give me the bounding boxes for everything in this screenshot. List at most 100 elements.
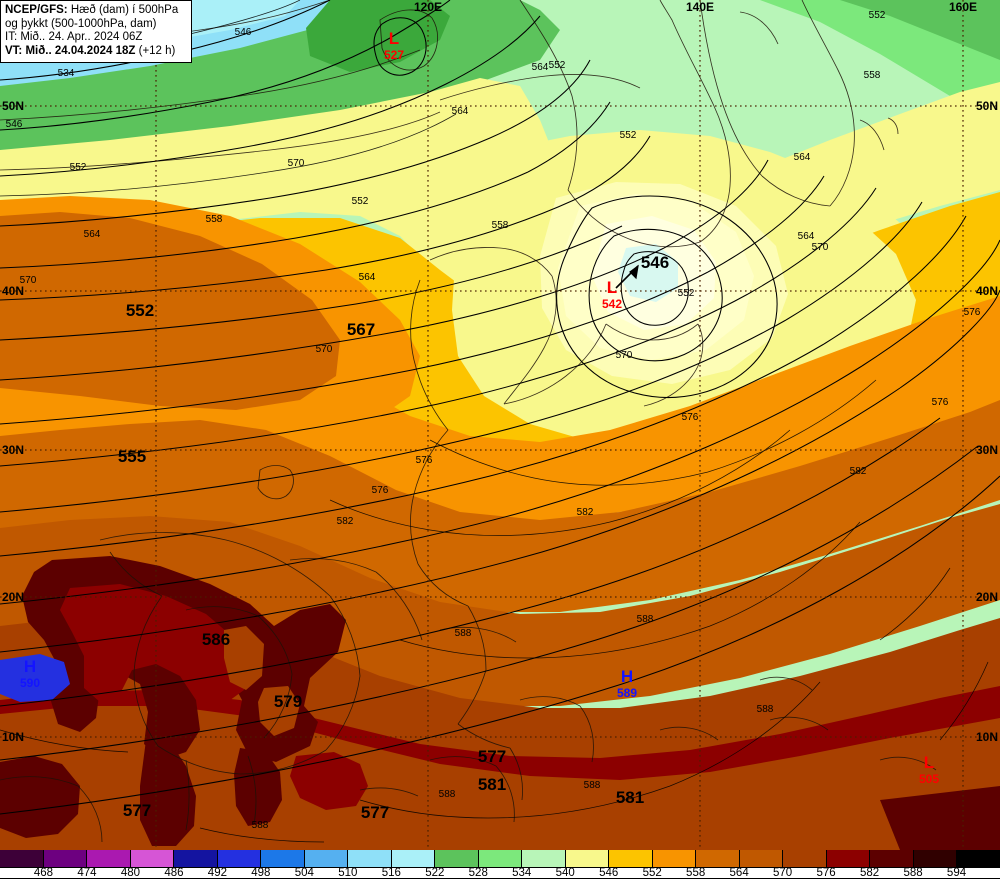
colorbar-swatch bbox=[957, 850, 1000, 867]
colorbar-swatch bbox=[478, 850, 523, 867]
colorbar-tick-label: 594 bbox=[946, 867, 967, 879]
colorbar-tick-label: 552 bbox=[642, 867, 662, 879]
contour-label: 582 bbox=[337, 516, 354, 527]
height-contours bbox=[0, 0, 1000, 815]
contour-label: 588 bbox=[455, 628, 472, 639]
map-info-box: NCEP/GFS: Hæð (dam) í 500hPa og þykkt (5… bbox=[0, 0, 192, 63]
contour-label: 552 bbox=[70, 162, 87, 173]
graticule bbox=[0, 0, 1000, 850]
thickness-label: 586 bbox=[202, 630, 230, 649]
pressure-center-value: 527 bbox=[384, 48, 404, 62]
colorbar-swatch bbox=[783, 850, 827, 867]
colorbar-swatch bbox=[348, 850, 392, 867]
colorbar-tick-label: 480 bbox=[120, 867, 141, 879]
colorbar[interactable]: 468 474 480 486 492 498 504 510 516 522 528 534 540 5… bbox=[0, 850, 1000, 879]
colorbar-tick-label: 576 bbox=[816, 867, 836, 879]
colorbar-swatch bbox=[609, 850, 653, 867]
fill-576-blob bbox=[60, 584, 250, 706]
pressure-center-value: 542 bbox=[602, 297, 622, 311]
colorbar-tick-label: 522 bbox=[425, 867, 445, 879]
colorbar-ticks: 468 474 480 486 492 498 504 510 516 522 528 534 540 5… bbox=[0, 867, 1000, 879]
thickness-label: 581 bbox=[616, 788, 644, 807]
contour-label-layer: 5345465465525525525525525525585585585645… bbox=[6, 10, 981, 831]
fill-528-ne bbox=[840, 0, 1000, 60]
pressure-center-symbol-L: L bbox=[924, 753, 934, 772]
pressure-center-value: 589 bbox=[617, 686, 637, 700]
contour-label: 570 bbox=[316, 344, 333, 355]
colorbar-tick-label: 534 bbox=[512, 867, 532, 879]
colorbar-tick-label: 468 bbox=[33, 867, 54, 879]
thickness-label: 581 bbox=[478, 775, 506, 794]
graticule-label-layer: 50N 50N 40N 40N 30N 30N 20N 20N 10N 10N 120E 140E 16… bbox=[2, 0, 998, 744]
contour-label: 552 bbox=[352, 196, 369, 207]
contour-label: 564 bbox=[798, 231, 815, 242]
fill-582-tail bbox=[140, 740, 196, 846]
thickness-label: 577 bbox=[123, 801, 151, 820]
latitude-label: 10N bbox=[2, 730, 24, 744]
colorbar-tick-label: 546 bbox=[599, 867, 619, 879]
latitude-label: 40N bbox=[976, 284, 998, 298]
colorbar-tick-label: 582 bbox=[859, 867, 880, 879]
colorbar-swatch bbox=[696, 850, 740, 867]
colorbar-swatch bbox=[261, 850, 305, 867]
contour-label: 552 bbox=[869, 10, 886, 21]
low-center-contours bbox=[556, 195, 778, 398]
map-canvas: 5345465465525525525525525525585585585645… bbox=[0, 0, 1000, 850]
colorbar-tick-label: 486 bbox=[164, 867, 184, 879]
contour-label: 576 bbox=[964, 307, 981, 318]
colorbar-swatch bbox=[739, 850, 784, 867]
thickness-label-layer: 546 552 567 555 586 579 577 577 577 581 581 bbox=[118, 253, 669, 822]
contour-label: 588 bbox=[757, 704, 774, 715]
colorbar-swatch bbox=[870, 850, 914, 867]
contour-label: 564 bbox=[794, 152, 811, 163]
fill-528-eye bbox=[618, 244, 678, 302]
colorbar-swatches bbox=[0, 850, 1000, 867]
thickness-label: 555 bbox=[118, 447, 146, 466]
colorbar-swatch bbox=[522, 850, 566, 867]
fill-564 bbox=[0, 504, 1000, 706]
longitude-label: 120E bbox=[414, 0, 442, 14]
thickness-label: 567 bbox=[347, 320, 375, 339]
colorbar-swatch bbox=[565, 850, 610, 867]
weather-map[interactable]: 534 546 546 552 552 552 552 552 552 558 558 558 564 5… bbox=[0, 0, 1000, 850]
fill-528b bbox=[306, 0, 450, 72]
colorbar-swatch bbox=[0, 850, 44, 867]
contour-label: 570 bbox=[812, 242, 829, 253]
latitude-label: 20N bbox=[976, 590, 998, 604]
contour-label: 558 bbox=[864, 70, 881, 81]
latitude-label: 30N bbox=[976, 443, 998, 457]
colorbar-swatch bbox=[391, 850, 436, 867]
contour-label: 576 bbox=[932, 397, 949, 408]
info-model-label: NCEP/GFS: bbox=[5, 4, 68, 16]
info-vt-label: VT: bbox=[5, 44, 23, 57]
contour-label: 546 bbox=[6, 119, 23, 130]
contour-label: 546 bbox=[235, 27, 252, 38]
contour-label: 570 bbox=[288, 158, 305, 169]
colorbar-swatch bbox=[913, 850, 958, 867]
info-vt-row: VT: Mið.. 24.04.2024 18Z (+12 h) bbox=[5, 45, 185, 59]
longitude-label: 160E bbox=[949, 0, 977, 14]
colorbar-swatch bbox=[826, 850, 871, 867]
colorbar-tick-label: 516 bbox=[381, 867, 401, 879]
fill-570-patch2 bbox=[258, 686, 300, 736]
latitude-label: 50N bbox=[976, 99, 998, 113]
thickness-label: 577 bbox=[478, 747, 506, 766]
thickness-label: 552 bbox=[126, 301, 154, 320]
colorbar-tick-label: 498 bbox=[251, 867, 271, 879]
latitude-label: 40N bbox=[2, 284, 24, 298]
contour-label: 582 bbox=[577, 507, 594, 518]
colorbar-swatch bbox=[304, 850, 349, 867]
info-vt-value: Mið.. 24.04.2024 18Z bbox=[25, 44, 136, 57]
colorbar-tick-label: 504 bbox=[294, 867, 314, 879]
thickness-label: 579 bbox=[274, 692, 302, 711]
colorbar-swatch bbox=[435, 850, 479, 867]
contour-label: 558 bbox=[492, 220, 509, 231]
pressure-center-symbol-H: H bbox=[621, 667, 633, 686]
thickness-label: 546 bbox=[641, 253, 669, 272]
fill-570-patch bbox=[224, 626, 264, 690]
contour-label: 564 bbox=[84, 229, 101, 240]
fill-558 bbox=[0, 400, 1000, 612]
pressure-center-value: 590 bbox=[20, 676, 40, 690]
colorbar-tick-label: 558 bbox=[686, 867, 706, 879]
